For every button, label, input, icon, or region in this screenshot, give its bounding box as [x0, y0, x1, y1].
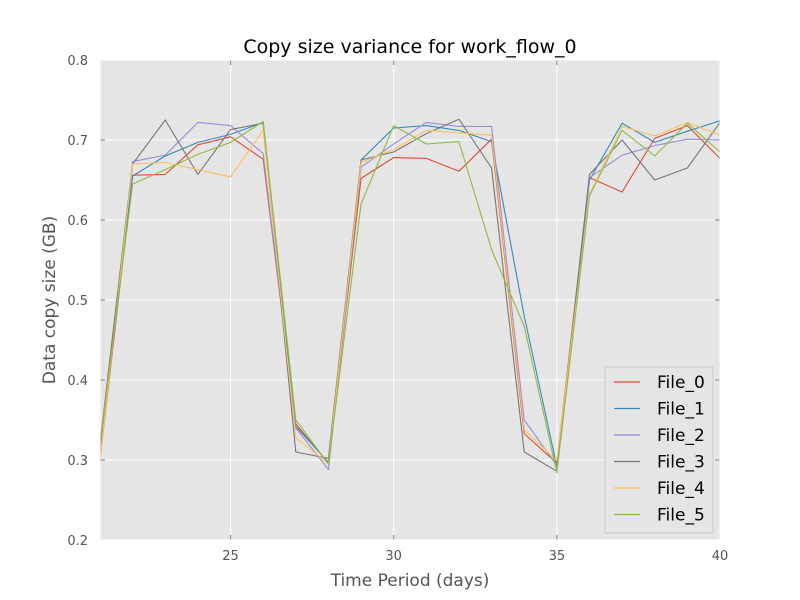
series-line-file-3 [99, 118, 721, 472]
series-line-file-2 [99, 121, 721, 471]
x-tick-label: 25 [222, 549, 239, 564]
legend-label: File_2 [657, 426, 705, 446]
y-tick-label: 0.4 [67, 374, 88, 389]
series-lines [99, 118, 721, 474]
axis-ticks: 25 30 35 40 0.2 0.3 0.4 0.5 0.6 0.7 0.8 [67, 54, 728, 564]
x-tick-label: 40 [712, 549, 729, 564]
y-tick-label: 0.8 [67, 54, 88, 69]
x-axis-label: Time Period (days) [330, 571, 490, 591]
legend-label: File_4 [657, 479, 705, 499]
y-tick-label: 0.5 [67, 294, 88, 309]
series-line-file-1 [99, 120, 721, 467]
legend-label: File_3 [657, 453, 705, 473]
legend: File_0 File_1 File_2 File_3 File_4 File_5 [604, 366, 714, 534]
legend-label: File_1 [657, 400, 705, 420]
series-line-file-0 [99, 125, 721, 464]
series-line-file-5 [99, 121, 721, 474]
chart-title: Copy size variance for work_flow_0 [243, 36, 576, 58]
x-tick-label: 35 [549, 549, 566, 564]
plot-frame [99, 59, 721, 541]
y-axis-label: Data copy size (GB) [40, 216, 60, 384]
x-tick-label: 30 [385, 549, 402, 564]
legend-label: File_5 [657, 506, 705, 526]
y-tick-label: 0.2 [67, 534, 88, 549]
legend-label: File_0 [657, 373, 705, 393]
y-tick-label: 0.7 [67, 134, 88, 149]
y-tick-label: 0.3 [67, 454, 88, 469]
y-tick-label: 0.6 [67, 214, 88, 229]
legend-box [604, 366, 714, 534]
series-line-file-4 [99, 121, 721, 465]
